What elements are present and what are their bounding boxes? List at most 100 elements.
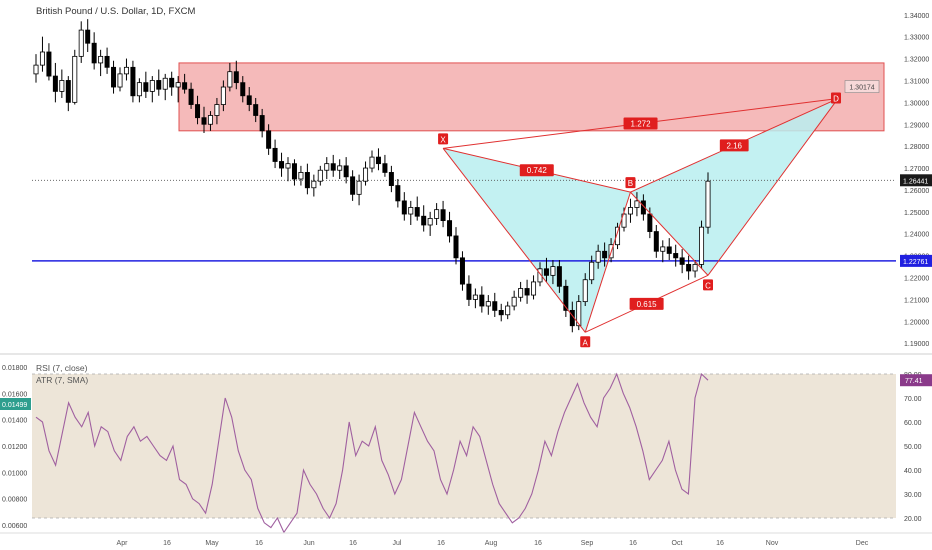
- d-price-label: 1.30174: [849, 85, 874, 92]
- chart-title: British Pound / U.S. Dollar, 1D, FXCM: [36, 6, 196, 17]
- candle-body: [427, 218, 433, 226]
- candle-body: [602, 250, 608, 259]
- rsi-axis-tick: 20.00: [904, 516, 922, 523]
- pattern-point-badge: [831, 92, 841, 104]
- candle-body: [434, 209, 440, 219]
- candle-body: [343, 165, 349, 178]
- x-axis-tick: 16: [255, 540, 263, 547]
- x-axis-tick: Jun: [303, 540, 314, 547]
- candle-body: [485, 301, 491, 307]
- candle-body: [104, 55, 110, 68]
- ratio-badge: [719, 139, 749, 152]
- candle-body: [117, 73, 123, 88]
- rsi-pane[interactable]: [32, 372, 896, 534]
- candle-body: [175, 82, 181, 88]
- candle-body: [356, 180, 362, 195]
- pattern-triangle-bcd: [630, 98, 838, 276]
- candle-body: [408, 207, 414, 215]
- candle-body: [653, 231, 659, 252]
- candle-body: [388, 172, 394, 186]
- candle-body: [563, 285, 569, 311]
- candle-body: [440, 209, 446, 222]
- ratio-label: 0.615: [637, 300, 658, 309]
- candle-body: [595, 250, 601, 263]
- x-axis-tick: Aug: [485, 540, 498, 547]
- candle-body: [85, 29, 91, 44]
- candle-body: [550, 266, 556, 276]
- price-axis-tick: 1.25000: [904, 210, 929, 217]
- candle-body: [259, 115, 265, 132]
- candle-body: [627, 207, 633, 215]
- x-axis-tick: Oct: [672, 540, 683, 547]
- candle-body: [498, 309, 504, 316]
- atr-legend: ATR (7, SMA): [36, 375, 88, 385]
- candle-body: [311, 180, 317, 189]
- x-axis-tick: 16: [629, 540, 637, 547]
- candle-body: [363, 167, 369, 182]
- current-price-value: 1.26441: [903, 178, 928, 185]
- pattern-point-badge: [580, 336, 591, 348]
- rsi-axis-tick: 60.00: [904, 420, 922, 427]
- candle-body: [543, 268, 549, 276]
- candle-body: [492, 301, 498, 311]
- leg-ab: [584, 191, 631, 333]
- candle-body: [169, 77, 175, 88]
- d-price-box: [844, 80, 880, 93]
- candle-body: [111, 66, 117, 88]
- candle-body: [253, 104, 259, 116]
- candle-body: [195, 104, 201, 119]
- candle-body: [705, 180, 711, 228]
- price-axis-tick: 1.24000: [904, 232, 929, 239]
- x-axis-tick: 16: [716, 540, 724, 547]
- x-axis-tick: May: [205, 540, 219, 547]
- candle-body: [472, 294, 478, 300]
- x-axis-tick: 16: [349, 540, 357, 547]
- price-pane[interactable]: X A B C D 1.272 0.742 0.615 2.16 1.30174: [32, 19, 896, 348]
- rsi-band: [32, 374, 896, 518]
- price-axis-tick: 1.31000: [904, 78, 929, 85]
- candle-body: [511, 296, 517, 307]
- x-axis-tick: Apr: [117, 540, 129, 547]
- atr-axis-tick: 0.01800: [2, 365, 27, 372]
- candle-body: [666, 246, 672, 254]
- candle-body: [207, 115, 213, 125]
- support-price-value: 1.22761: [903, 259, 928, 266]
- x-axis-tick: 16: [534, 540, 542, 547]
- pattern-point-badge: [625, 177, 636, 189]
- candle-body: [162, 77, 168, 90]
- pattern-point-label: A: [583, 338, 589, 347]
- candle-body: [447, 220, 453, 237]
- candle-body: [65, 80, 71, 103]
- price-axis-tick: 1.33000: [904, 35, 929, 42]
- pattern-point-label: C: [705, 281, 711, 290]
- leg-cd: [707, 98, 839, 276]
- candle-body: [686, 264, 692, 272]
- candle-body: [279, 161, 285, 169]
- candle-body: [156, 80, 162, 90]
- atr-value: 0.01499: [2, 402, 27, 409]
- rsi-axis-tick: 40.00: [904, 468, 922, 475]
- candle-body: [201, 117, 207, 125]
- candle-body: [524, 288, 530, 296]
- candle-body: [401, 200, 407, 215]
- target-zone: [178, 62, 885, 132]
- rsi-legend: RSI (7, close): [36, 363, 88, 373]
- support-price-badge: [900, 254, 932, 267]
- candle-body: [582, 279, 588, 303]
- candle-body: [291, 163, 297, 180]
- candle-body: [453, 235, 459, 259]
- candle-body: [98, 55, 104, 64]
- pattern-point-badge: [703, 279, 713, 291]
- ratio-label: 0.742: [527, 166, 548, 175]
- candle-body: [52, 75, 58, 92]
- pattern-point-label: X: [440, 135, 446, 144]
- rsi-axis-tick: 70.00: [904, 396, 922, 403]
- leg-xa: [442, 148, 586, 333]
- candle-body: [246, 95, 252, 105]
- candle-body: [459, 257, 465, 285]
- candle-body: [369, 156, 375, 169]
- candle-body: [123, 66, 129, 75]
- candle-body: [78, 29, 84, 57]
- axes: 1.34000 1.33000 1.32000 1.31000 1.30000 1.290…: [0, 13, 932, 547]
